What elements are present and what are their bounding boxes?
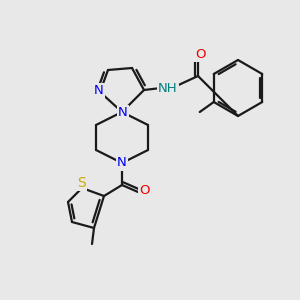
Text: O: O xyxy=(140,184,150,196)
Text: NH: NH xyxy=(158,82,178,94)
Text: O: O xyxy=(195,47,205,61)
Text: N: N xyxy=(117,157,127,169)
Text: S: S xyxy=(76,176,85,190)
Text: N: N xyxy=(118,106,128,119)
Text: N: N xyxy=(94,85,104,98)
